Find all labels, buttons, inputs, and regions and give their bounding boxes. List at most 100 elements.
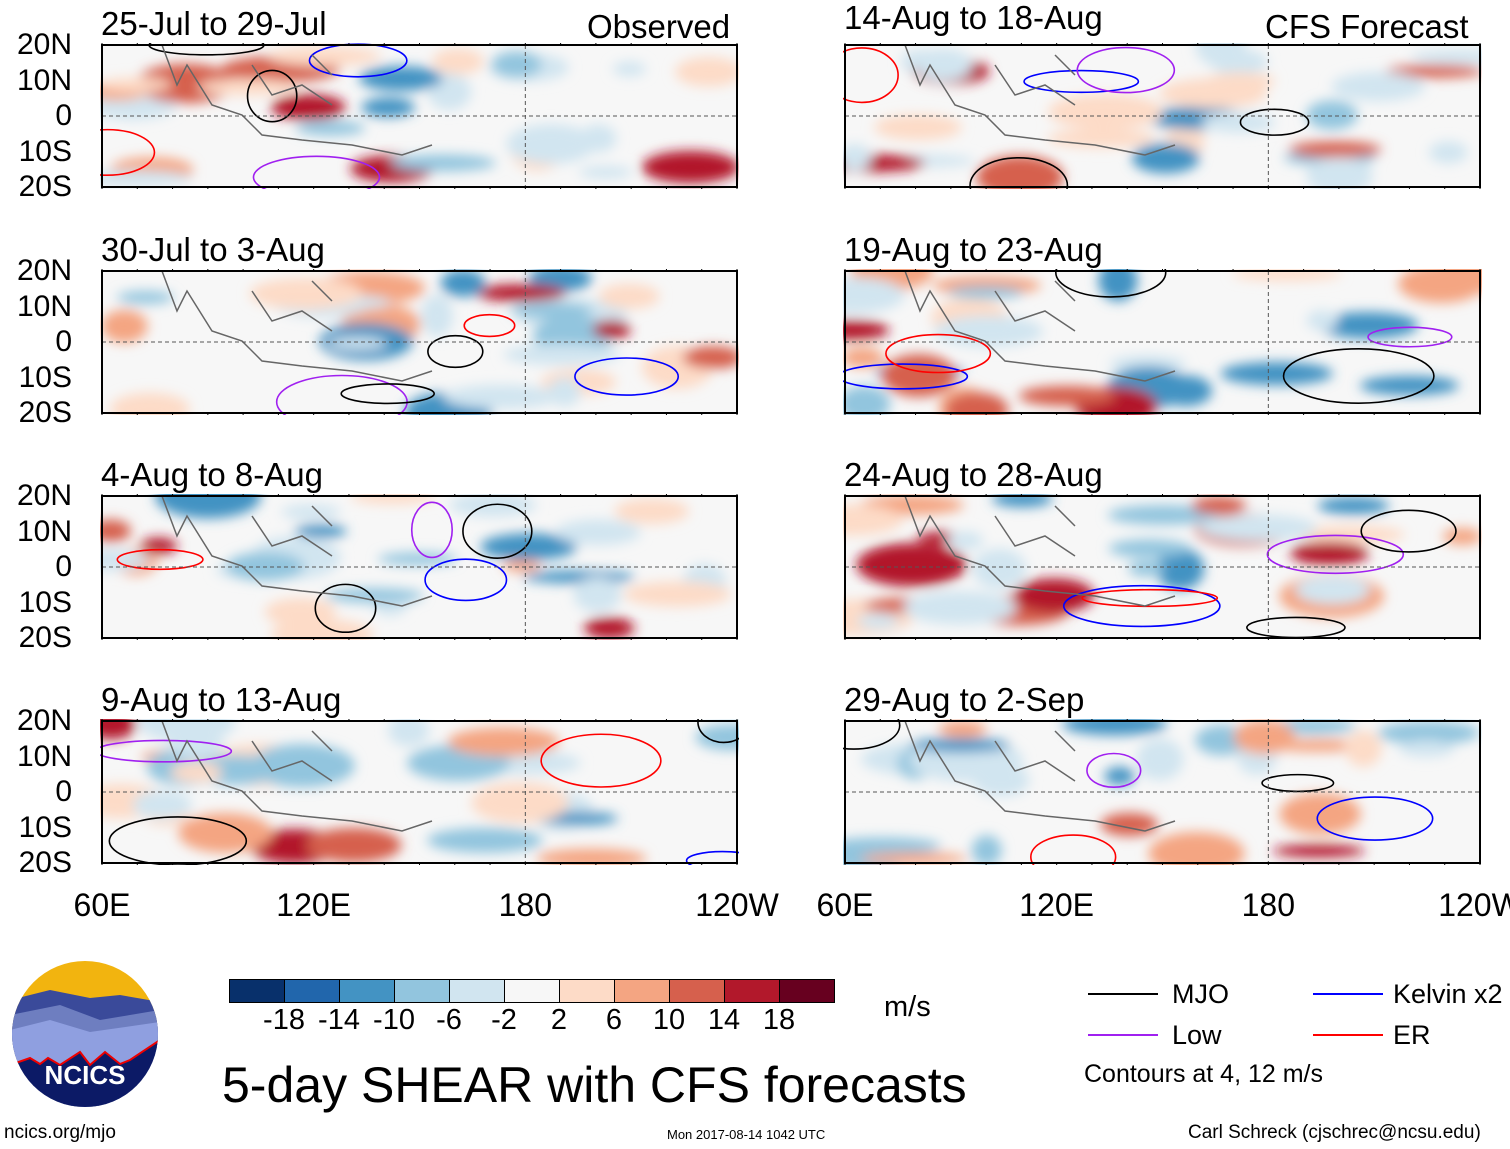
wave-contour — [843, 363, 969, 390]
shear-anomaly — [682, 346, 739, 369]
colorbar-label: -14 — [318, 1004, 360, 1036]
wave-contour — [1086, 752, 1142, 789]
shear-anomaly — [168, 730, 224, 759]
shear-anomaly — [843, 385, 891, 415]
shear-anomaly — [860, 852, 968, 865]
shear-anomaly — [857, 613, 899, 629]
shear-anomaly — [1198, 514, 1318, 542]
shear-anomaly — [327, 336, 388, 350]
shear-anomaly — [502, 559, 541, 572]
wave-contour — [1076, 46, 1176, 94]
shear-anomaly — [264, 597, 337, 627]
shear-anomaly — [426, 827, 543, 853]
shear-anomaly — [358, 66, 444, 91]
lon-label: 120W — [695, 887, 779, 923]
lat-label: 20S — [18, 621, 72, 654]
site-link[interactable]: ncics.org/mjo — [4, 1122, 116, 1143]
shear-anomaly — [947, 286, 1024, 299]
colorbar-label: -6 — [436, 1004, 462, 1036]
shear-anomaly — [1047, 93, 1163, 130]
shear-anomaly — [1220, 361, 1333, 386]
shear-anomaly — [474, 284, 566, 302]
colorbar-swatch — [395, 980, 450, 1002]
legend-er-label: ER — [1393, 1020, 1431, 1050]
figure-title: 5-day SHEAR with CFS forecasts — [222, 1057, 967, 1113]
shear-anomaly — [178, 813, 273, 853]
wave-contour — [1367, 326, 1453, 348]
shear-anomaly — [388, 719, 430, 747]
shear-anomaly — [1345, 730, 1382, 767]
shear-anomaly — [1047, 128, 1156, 148]
lat-label: 20N — [16, 254, 72, 287]
lat-label: 20N — [16, 479, 72, 512]
wave-contour — [969, 156, 1069, 189]
wave-contour — [1062, 584, 1221, 628]
shear-anomaly — [1195, 43, 1246, 67]
lat-label: 10S — [18, 585, 72, 619]
contour-note: Contours at 4, 12 m/s — [1084, 1060, 1324, 1088]
colorbar-swatch — [285, 980, 340, 1002]
shear-anomaly — [306, 827, 402, 863]
shear-anomaly — [506, 124, 596, 164]
lat-label: 10S — [18, 134, 72, 168]
panel-title: 25-Jul to 29-Jul — [101, 5, 327, 42]
colorbar-swatch — [450, 980, 505, 1002]
shear-anomaly — [992, 494, 1053, 508]
colorbar-label: 6 — [605, 1004, 623, 1036]
wave-contour — [574, 357, 680, 396]
shear-anomaly — [267, 46, 381, 67]
wave-contour — [116, 548, 204, 571]
map-panel — [843, 719, 1481, 865]
shear-anomaly — [1359, 375, 1459, 396]
timestamp: Mon 2017-08-14 1042 UTC — [667, 1127, 826, 1142]
wave-contour — [1316, 796, 1434, 841]
wave-contour — [1266, 534, 1405, 575]
wave-contour — [843, 47, 899, 104]
shear-anomaly — [915, 48, 973, 82]
shear-anomaly — [1331, 71, 1425, 102]
coastline — [161, 495, 433, 607]
wave-contour — [1360, 509, 1457, 553]
lat-label: 20S — [18, 170, 72, 203]
shear-anomaly — [1128, 560, 1165, 577]
shear-anomaly — [1270, 739, 1365, 752]
shear-anomaly — [361, 97, 416, 118]
map-panel — [100, 43, 739, 189]
colorbar-swatch — [560, 980, 615, 1002]
lon-label: 120E — [1019, 887, 1095, 923]
shear-anomaly — [294, 524, 347, 539]
colorbar-label: -2 — [491, 1004, 517, 1036]
shear-anomaly — [555, 519, 641, 546]
shear-anomaly — [101, 309, 148, 343]
shear-anomaly — [1289, 141, 1382, 158]
shear-anomaly — [1429, 141, 1468, 164]
shear-anomaly — [480, 533, 578, 561]
shear-anomaly — [843, 837, 941, 855]
lat-label: 10N — [16, 63, 72, 97]
shear-anomaly — [100, 719, 137, 740]
observed-header: Observed — [587, 8, 731, 45]
legend-er-line — [1313, 1034, 1383, 1036]
shear-anomaly — [843, 143, 871, 171]
legend-kelvin-label: Kelvin x2 — [1393, 979, 1503, 1009]
wave-contour — [462, 503, 533, 559]
wave-contour — [100, 128, 156, 176]
shear-anomaly — [933, 315, 1044, 348]
shear-anomaly — [1306, 310, 1339, 331]
shear-anomaly — [1137, 746, 1174, 780]
colorbar-swatch — [230, 980, 285, 1002]
lon-label: 120W — [1438, 887, 1510, 923]
shear-anomaly — [421, 294, 454, 338]
shear-anomaly — [432, 48, 485, 75]
wave-contour — [252, 155, 381, 189]
lat-label: 10N — [16, 289, 72, 323]
panel-title: 29-Aug to 2-Sep — [844, 681, 1085, 718]
coastline — [904, 270, 1176, 382]
shear-anomaly — [947, 531, 984, 550]
lat-label: 10N — [16, 514, 72, 548]
legend-kelvin-line — [1313, 993, 1383, 995]
map-panel — [100, 719, 739, 865]
lat-label: 20S — [18, 846, 72, 879]
coastline — [161, 720, 433, 832]
coastline — [904, 495, 1176, 607]
